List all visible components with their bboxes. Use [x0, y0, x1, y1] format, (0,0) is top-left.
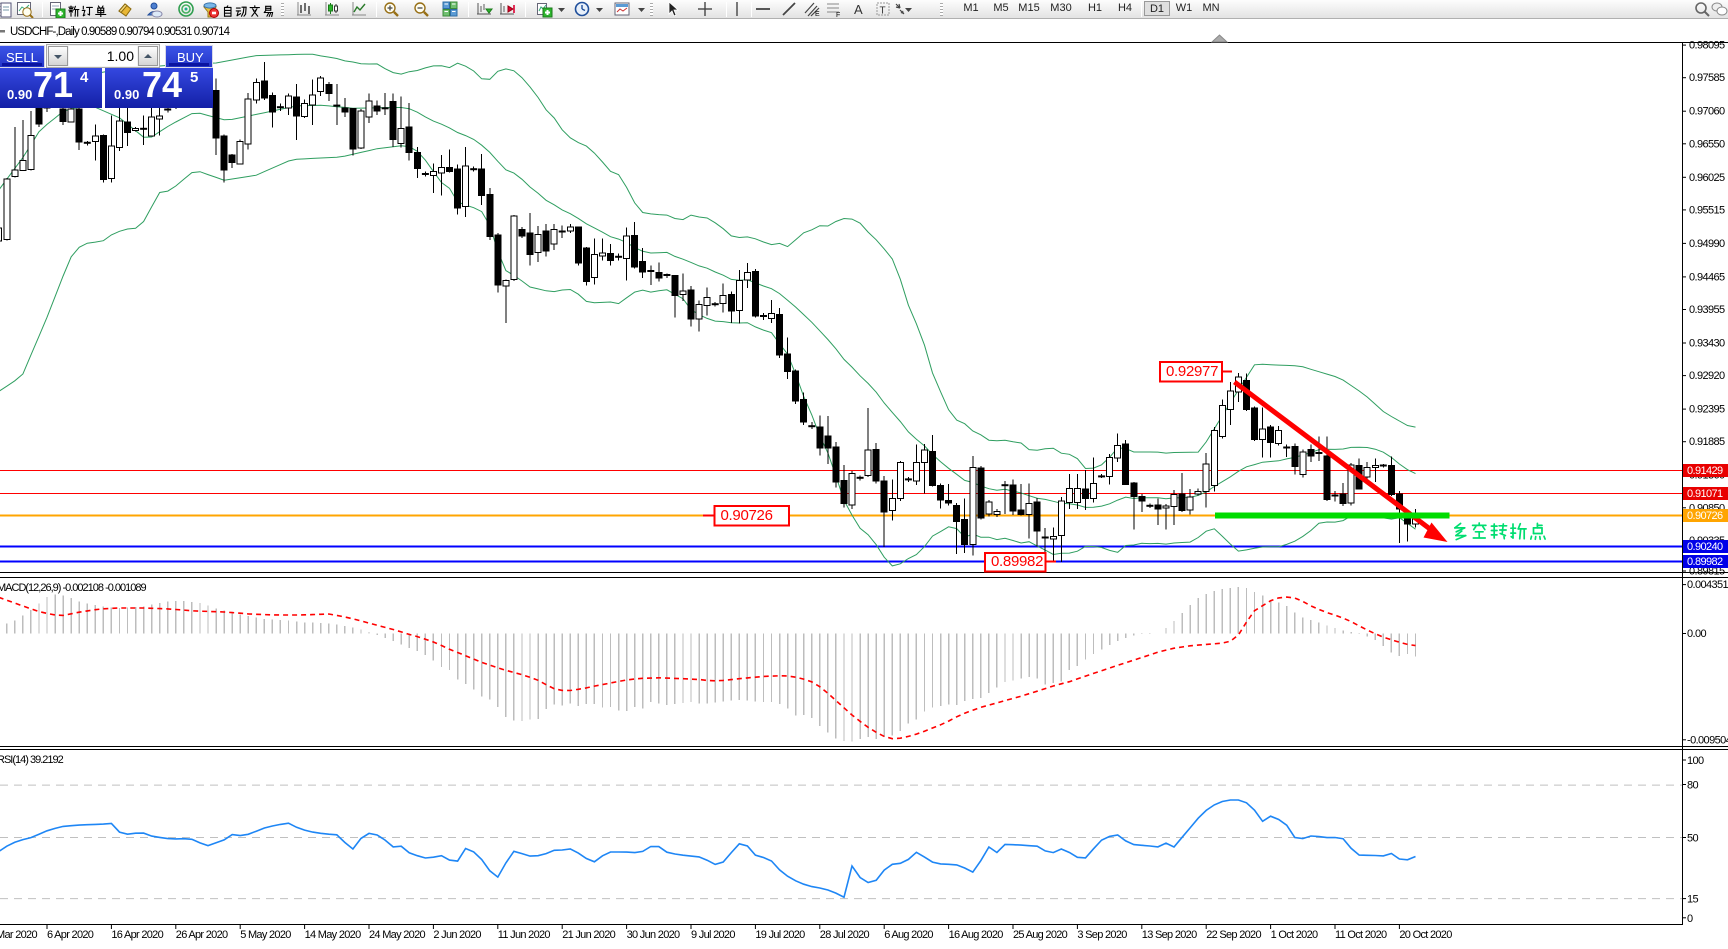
svg-text:0.96550: 0.96550 — [1689, 138, 1725, 150]
svg-text:9 Jul 2020: 9 Jul 2020 — [691, 929, 735, 941]
svg-text:30 Jun 2020: 30 Jun 2020 — [627, 929, 680, 941]
svg-text:1 Oct 2020: 1 Oct 2020 — [1271, 929, 1318, 941]
svg-text:14 May 2020: 14 May 2020 — [305, 929, 361, 941]
svg-text:5 May 2020: 5 May 2020 — [240, 929, 291, 941]
svg-text:20 Oct 2020: 20 Oct 2020 — [1399, 929, 1452, 941]
svg-text:11 Oct 2020: 11 Oct 2020 — [1335, 929, 1387, 941]
svg-text:F: F — [836, 12, 840, 18]
svg-text:MACD(12,26,9) -0.002108 -0.001: MACD(12,26,9) -0.002108 -0.001089 — [0, 582, 146, 594]
svg-text:Mar 2020: Mar 2020 — [0, 929, 37, 941]
svg-text:0.91429: 0.91429 — [1687, 465, 1723, 477]
svg-text:0.90240: 0.90240 — [1687, 541, 1723, 553]
svg-text:13 Sep 2020: 13 Sep 2020 — [1142, 929, 1197, 941]
svg-text:22 Sep 2020: 22 Sep 2020 — [1206, 929, 1261, 941]
svg-text:0.95515: 0.95515 — [1689, 204, 1725, 216]
svg-text:0.90726: 0.90726 — [721, 507, 773, 524]
svg-text:0.94990: 0.94990 — [1689, 238, 1725, 250]
svg-text:0.91885: 0.91885 — [1689, 436, 1725, 448]
svg-text:USDCHF-,Daily 0.90589 0.90794: USDCHF-,Daily 0.90589 0.90794 0.90531 0.… — [10, 26, 231, 38]
svg-text:0.90726: 0.90726 — [1687, 510, 1723, 522]
svg-text:0.92395: 0.92395 — [1689, 404, 1725, 416]
svg-text:16 Apr 2020: 16 Apr 2020 — [111, 929, 163, 941]
svg-text:0.89982: 0.89982 — [991, 553, 1043, 570]
svg-text:-0.009504: -0.009504 — [1687, 734, 1728, 746]
svg-text:T: T — [880, 6, 886, 17]
svg-text:6 Aug 2020: 6 Aug 2020 — [884, 929, 933, 941]
svg-text:0.93955: 0.93955 — [1689, 304, 1725, 316]
svg-text:26 Apr 2020: 26 Apr 2020 — [176, 929, 228, 941]
svg-text:0.93430: 0.93430 — [1689, 338, 1725, 350]
svg-text:24 May 2020: 24 May 2020 — [369, 929, 425, 941]
svg-text:0.92977: 0.92977 — [1166, 363, 1218, 380]
svg-text:2 Jun 2020: 2 Jun 2020 — [433, 929, 481, 941]
svg-text:15: 15 — [1687, 894, 1699, 906]
svg-text:28 Jul 2020: 28 Jul 2020 — [820, 929, 870, 941]
svg-text:0.00: 0.00 — [1687, 628, 1706, 640]
svg-text:25 Aug 2020: 25 Aug 2020 — [1013, 929, 1068, 941]
svg-text:16 Aug 2020: 16 Aug 2020 — [949, 929, 1004, 941]
svg-text:80: 80 — [1687, 780, 1699, 792]
svg-text:19 Jul 2020: 19 Jul 2020 — [755, 929, 805, 941]
svg-text:0.96025: 0.96025 — [1689, 172, 1725, 184]
svg-text:0.98095: 0.98095 — [1689, 40, 1725, 52]
svg-text:11 Jun 2020: 11 Jun 2020 — [498, 929, 551, 941]
svg-text:0.91071: 0.91071 — [1687, 488, 1723, 500]
svg-text:100: 100 — [1687, 755, 1704, 767]
svg-text:3 Sep 2020: 3 Sep 2020 — [1077, 929, 1127, 941]
svg-text:6 Apr 2020: 6 Apr 2020 — [47, 929, 94, 941]
svg-text:RSI(14) 39.2192: RSI(14) 39.2192 — [0, 754, 64, 766]
svg-text:50: 50 — [1687, 833, 1699, 845]
svg-text:A: A — [854, 2, 863, 17]
svg-text:0.92920: 0.92920 — [1689, 370, 1725, 382]
svg-text:0.97060: 0.97060 — [1689, 106, 1725, 118]
svg-text:0.004351: 0.004351 — [1687, 579, 1728, 591]
svg-text:0.94465: 0.94465 — [1689, 271, 1725, 283]
svg-text:0: 0 — [1687, 913, 1693, 925]
svg-text:0.89982: 0.89982 — [1687, 556, 1723, 568]
svg-text:21 Jun 2020: 21 Jun 2020 — [562, 929, 615, 941]
svg-text:0.97585: 0.97585 — [1689, 72, 1725, 84]
svg-text:E: E — [815, 11, 820, 18]
